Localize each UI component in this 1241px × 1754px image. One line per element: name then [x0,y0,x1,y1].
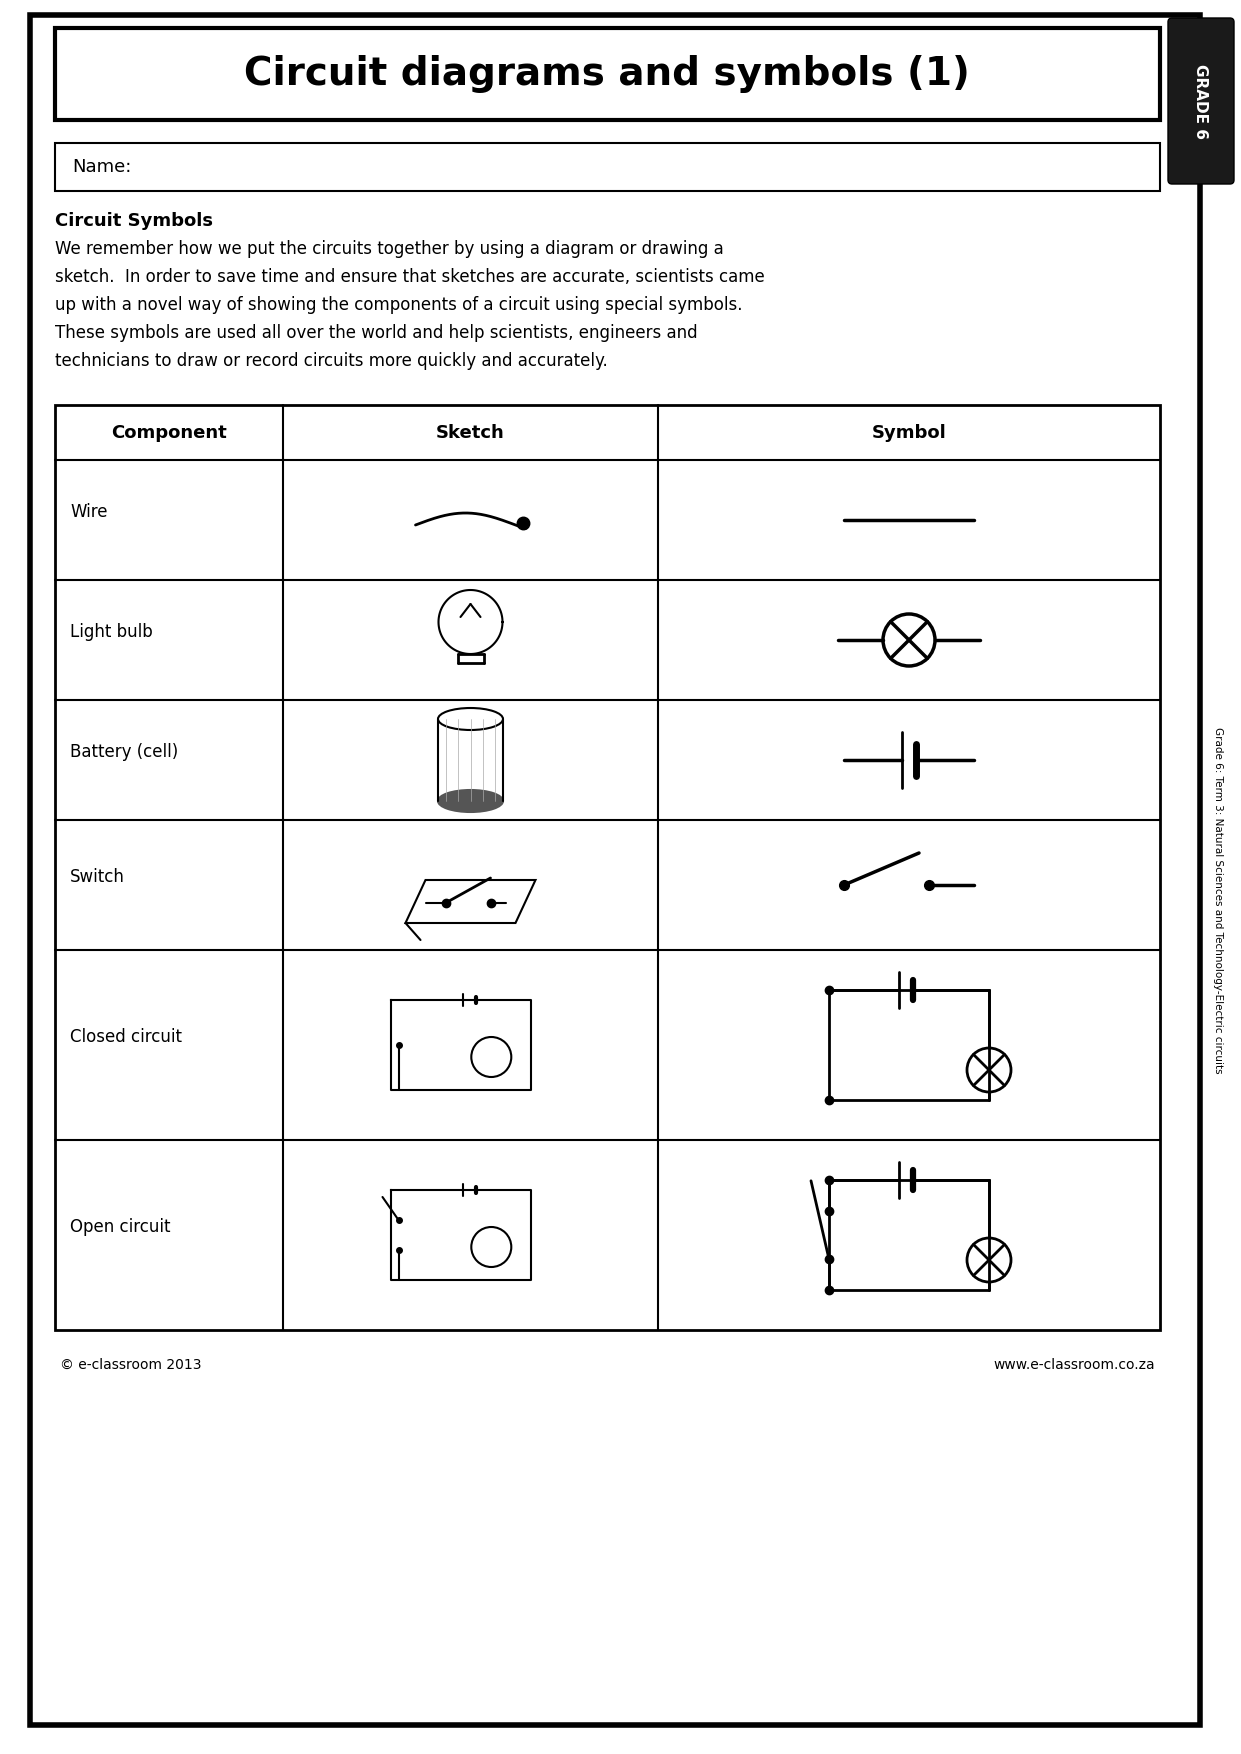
Text: Symbol: Symbol [871,423,947,442]
Text: Sketch: Sketch [436,423,505,442]
Bar [55,405,1160,1330]
Text: Light bulb: Light bulb [69,623,153,640]
Text: Switch: Switch [69,868,125,886]
Text: Battery (cell): Battery (cell) [69,744,179,761]
Text: Circuit diagrams and symbols (1): Circuit diagrams and symbols (1) [244,54,970,93]
Text: sketch.  In order to save time and ensure that sketches are accurate, scientists: sketch. In order to save time and ensure… [55,268,764,286]
Bar [55,144,1160,191]
Text: GRADE 6: GRADE 6 [1194,63,1209,139]
Text: www.e-classroom.co.za: www.e-classroom.co.za [993,1358,1155,1372]
Text: Grade 6: Term 3: Natural Sciences and Technology-Electric circuits: Grade 6: Term 3: Natural Sciences and Te… [1212,726,1222,1073]
Text: Circuit Symbols: Circuit Symbols [55,212,213,230]
Text: Open circuit: Open circuit [69,1217,170,1237]
FancyBboxPatch shape [1168,18,1234,184]
Text: We remember how we put the circuits together by using a diagram or drawing a: We remember how we put the circuits toge… [55,240,724,258]
Ellipse shape [438,789,503,812]
Text: © e-classroom 2013: © e-classroom 2013 [60,1358,201,1372]
Bar [55,28,1160,119]
Text: Closed circuit: Closed circuit [69,1028,182,1045]
Polygon shape [406,881,536,923]
Text: up with a novel way of showing the components of a circuit using special symbols: up with a novel way of showing the compo… [55,296,742,314]
Text: Name:: Name: [72,158,132,175]
Text: Component: Component [112,423,227,442]
Text: Wire: Wire [69,503,108,521]
Text: technicians to draw or record circuits more quickly and accurately.: technicians to draw or record circuits m… [55,353,608,370]
Text: These symbols are used all over the world and help scientists, engineers and: These symbols are used all over the worl… [55,324,697,342]
